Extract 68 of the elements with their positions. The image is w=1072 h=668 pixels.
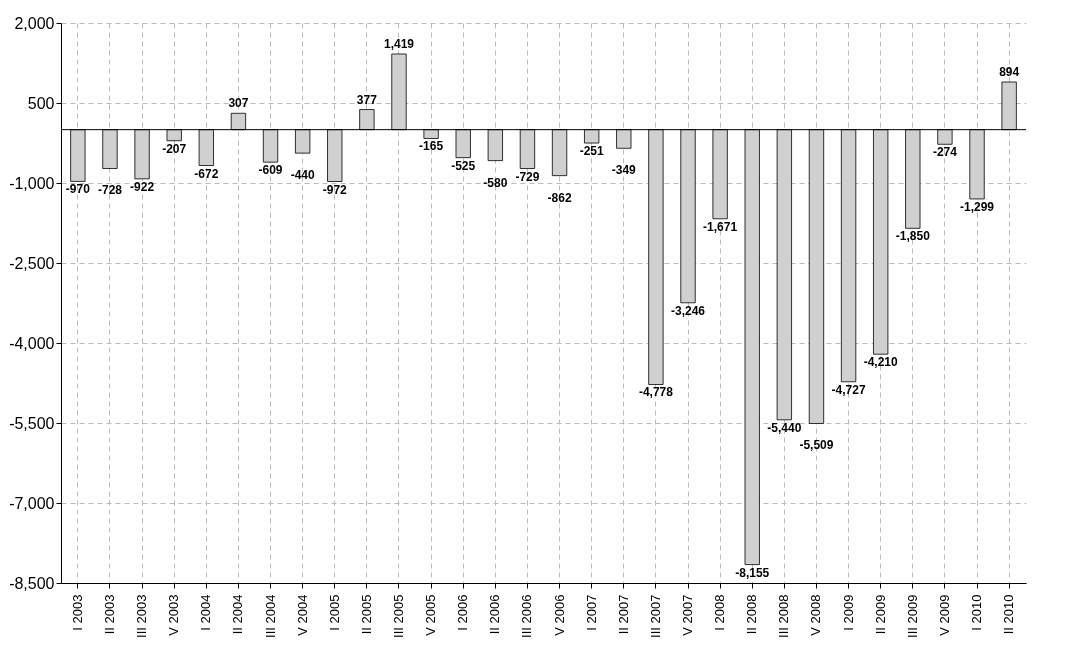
data-label: -4,778 xyxy=(638,385,674,400)
data-label: -4,210 xyxy=(863,355,899,370)
data-label: -440 xyxy=(290,168,315,183)
data-label: -609 xyxy=(258,163,283,178)
x-tick-label: II 2010 xyxy=(1001,594,1017,635)
data-label: -729 xyxy=(515,169,540,184)
data-label: -1,299 xyxy=(960,199,995,214)
y-tick-label: -4,000 xyxy=(9,334,55,352)
data-label: 377 xyxy=(356,92,378,107)
data-label: -672 xyxy=(194,166,219,181)
data-label: -972 xyxy=(322,182,348,197)
data-label: -1,850 xyxy=(895,229,931,244)
y-tick-label: 500 xyxy=(27,94,55,112)
data-label: -207 xyxy=(162,141,187,156)
x-tick-label: II 2007 xyxy=(615,594,631,635)
data-label: -970 xyxy=(65,182,91,197)
x-tick-label: I 2003 xyxy=(69,594,85,631)
x-tick-label: III 2003 xyxy=(134,594,150,638)
x-tick-label: V 2005 xyxy=(423,594,439,636)
data-label: -4,727 xyxy=(831,382,866,397)
data-label: -5,509 xyxy=(799,438,834,453)
data-label: -3,246 xyxy=(670,303,706,318)
data-label: -728 xyxy=(97,183,123,198)
data-label: -251 xyxy=(579,144,604,159)
x-tick-label: I 2006 xyxy=(455,594,471,631)
x-tick-label: II 2009 xyxy=(872,594,888,635)
x-tick-label: II 2006 xyxy=(487,594,503,635)
data-label: 894 xyxy=(999,64,1020,79)
x-tick-label: III 2005 xyxy=(390,594,406,638)
data-label: -525 xyxy=(451,158,476,173)
x-tick-label: V 2006 xyxy=(551,594,567,636)
x-tick-label: I 2004 xyxy=(198,594,214,631)
data-label: 307 xyxy=(228,96,249,111)
data-label: -5,440 xyxy=(767,420,802,435)
y-tick-label: -1,000 xyxy=(9,174,55,192)
x-tick-label: I 2010 xyxy=(969,594,985,631)
data-label: -349 xyxy=(611,163,637,178)
y-tick-label: 2,000 xyxy=(14,14,55,32)
x-tick-label: V 2007 xyxy=(680,594,696,636)
x-tick-label: I 2005 xyxy=(326,594,342,631)
data-label: -580 xyxy=(483,175,508,190)
x-tick-label: II 2005 xyxy=(358,594,374,635)
x-tick-label: V 2003 xyxy=(166,594,182,636)
data-label: -274 xyxy=(932,145,958,160)
x-tick-label: III 2007 xyxy=(647,594,663,638)
x-tick-label: II 2003 xyxy=(101,594,117,635)
data-label: -1,671 xyxy=(703,219,738,234)
x-tick-label: III 2004 xyxy=(262,594,278,638)
x-tick-label: III 2008 xyxy=(776,594,792,638)
x-tick-label: II 2008 xyxy=(744,594,760,635)
y-tick-label: -2,500 xyxy=(9,254,55,272)
y-tick-label: -8,500 xyxy=(9,574,55,592)
data-label: -862 xyxy=(547,190,572,205)
x-tick-label: V 2009 xyxy=(936,594,952,636)
data-label: 1,419 xyxy=(383,36,415,51)
x-tick-label: III 2006 xyxy=(519,594,535,638)
x-tick-label: V 2004 xyxy=(294,594,310,636)
x-tick-label: III 2009 xyxy=(904,594,920,638)
x-tick-label: I 2007 xyxy=(583,594,599,631)
x-tick-label: I 2008 xyxy=(712,594,728,631)
x-tick-label: V 2008 xyxy=(808,594,824,636)
x-tick-label: II 2004 xyxy=(230,594,246,635)
x-tick-label: I 2009 xyxy=(840,594,856,631)
data-label: -8,155 xyxy=(735,565,770,580)
data-label: -922 xyxy=(130,179,155,194)
y-tick-label: -7,000 xyxy=(9,494,55,512)
data-label: -165 xyxy=(419,139,444,154)
y-tick-label: -5,500 xyxy=(9,414,55,432)
